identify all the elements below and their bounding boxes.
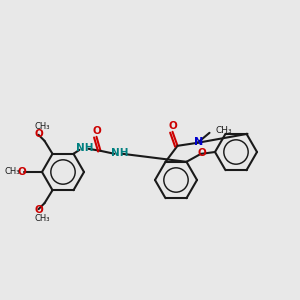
Text: O: O bbox=[34, 205, 43, 215]
Text: O: O bbox=[34, 129, 43, 139]
Text: N: N bbox=[194, 137, 203, 147]
Text: CH₃: CH₃ bbox=[4, 167, 20, 176]
Text: O: O bbox=[168, 121, 177, 131]
Text: CH₃: CH₃ bbox=[215, 126, 232, 135]
Text: NH: NH bbox=[111, 148, 128, 158]
Text: NH: NH bbox=[76, 143, 93, 153]
Text: CH₃: CH₃ bbox=[35, 214, 50, 223]
Text: O: O bbox=[18, 167, 26, 177]
Text: CH₃: CH₃ bbox=[35, 122, 50, 131]
Text: O: O bbox=[92, 126, 101, 136]
Text: O: O bbox=[197, 148, 206, 158]
